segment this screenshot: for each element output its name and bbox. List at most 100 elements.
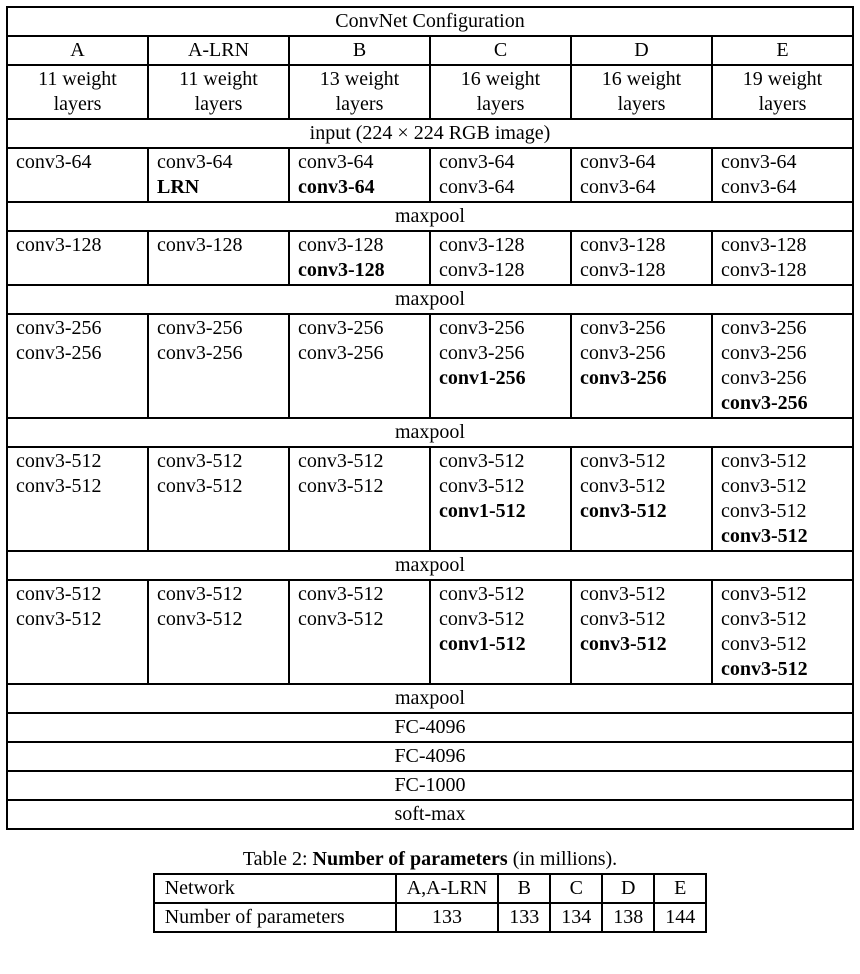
layer-entry: conv3-512 <box>16 582 139 607</box>
layer-cell: conv3-64conv3-64 <box>430 148 571 202</box>
layer-cell: conv3-256conv3-256 <box>289 314 430 418</box>
layer-cell: conv3-512conv3-512conv3-512 <box>571 580 712 684</box>
layer-entry: conv3-256 <box>439 341 562 366</box>
params-col-header: C <box>550 874 602 903</box>
layer-entry: conv3-512 <box>580 449 703 474</box>
table-span-row: FC-4096 <box>7 742 853 771</box>
layer-entry: conv1-512 <box>439 499 562 524</box>
layer-entry: conv3-128 <box>721 258 844 283</box>
layer-cell: conv3-512conv3-512conv3-512 <box>571 447 712 551</box>
layer-cell: conv3-128conv3-128 <box>289 231 430 285</box>
layer-entry: conv3-64 <box>298 175 421 200</box>
layer-entry: conv3-64 <box>439 175 562 200</box>
col-subheader: 13 weightlayers <box>289 65 430 119</box>
layer-cell: conv3-128conv3-128 <box>430 231 571 285</box>
table-span-row: maxpool <box>7 684 853 713</box>
layer-cell: conv3-512conv3-512conv3-512conv3-512 <box>712 447 853 551</box>
layer-cell: conv3-128conv3-128 <box>712 231 853 285</box>
params-value: 138 <box>602 903 654 932</box>
layer-entry: conv1-256 <box>439 366 562 391</box>
layer-entry: conv3-512 <box>580 499 703 524</box>
layer-entry: conv3-256 <box>721 341 844 366</box>
layer-cell: conv3-512conv3-512conv1-512 <box>430 447 571 551</box>
table-span-row: maxpool <box>7 285 853 314</box>
layer-entry: conv3-128 <box>580 233 703 258</box>
table-span-row: maxpool <box>7 551 853 580</box>
layer-entry: conv3-256 <box>16 341 139 366</box>
layer-entry: conv3-128 <box>16 233 139 258</box>
layer-entry: conv3-512 <box>721 524 844 549</box>
col-subheader: 11 weightlayers <box>148 65 289 119</box>
layer-entry: conv3-256 <box>721 391 844 416</box>
col-header: A <box>7 36 148 65</box>
layer-entry: conv3-256 <box>721 366 844 391</box>
layer-cell: conv3-256conv3-256conv3-256conv3-256 <box>712 314 853 418</box>
layer-entry: conv3-512 <box>580 582 703 607</box>
col-subheader: 16 weightlayers <box>430 65 571 119</box>
layer-entry: conv3-64 <box>721 150 844 175</box>
layer-cell: conv3-64conv3-64 <box>712 148 853 202</box>
layer-cell: conv3-64conv3-64 <box>571 148 712 202</box>
layer-entry: conv3-128 <box>721 233 844 258</box>
layer-entry: conv3-512 <box>439 474 562 499</box>
layer-entry: conv3-64 <box>16 150 139 175</box>
table-span-row: maxpool <box>7 418 853 447</box>
layer-cell: conv3-512conv3-512conv3-512conv3-512 <box>712 580 853 684</box>
params-table: NetworkA,A-LRNBCDENumber of parameters13… <box>153 873 708 933</box>
convnet-config-table: ConvNet ConfigurationAA-LRNBCDE11 weight… <box>6 6 854 830</box>
layer-entry: conv3-512 <box>298 474 421 499</box>
params-row-label: Number of parameters <box>154 903 396 932</box>
layer-entry: conv3-512 <box>721 582 844 607</box>
params-value: 144 <box>654 903 706 932</box>
layer-cell: conv3-64 <box>7 148 148 202</box>
layer-entry: conv3-128 <box>439 233 562 258</box>
layer-entry: conv3-512 <box>439 582 562 607</box>
table-span-row: ConvNet Configuration <box>7 7 853 36</box>
layer-entry: conv3-128 <box>580 258 703 283</box>
caption-bold: Number of parameters <box>313 848 508 870</box>
layer-entry: conv3-512 <box>721 449 844 474</box>
layer-entry: conv3-64 <box>439 150 562 175</box>
table-span-row: FC-1000 <box>7 771 853 800</box>
layer-cell: conv3-256conv3-256conv1-256 <box>430 314 571 418</box>
layer-entry: conv3-512 <box>580 474 703 499</box>
layer-cell: conv3-256conv3-256 <box>7 314 148 418</box>
layer-cell: conv3-512conv3-512conv1-512 <box>430 580 571 684</box>
layer-cell: conv3-256conv3-256 <box>148 314 289 418</box>
layer-entry: conv3-512 <box>439 607 562 632</box>
table-span-row: soft-max <box>7 800 853 829</box>
layer-entry: conv3-512 <box>721 657 844 682</box>
col-header: D <box>571 36 712 65</box>
layer-cell: conv3-64LRN <box>148 148 289 202</box>
layer-entry: conv3-128 <box>298 258 421 283</box>
col-header: B <box>289 36 430 65</box>
layer-entry: LRN <box>157 175 280 200</box>
layer-cell: conv3-512conv3-512 <box>148 447 289 551</box>
layer-entry: conv3-512 <box>298 607 421 632</box>
layer-entry: conv3-256 <box>298 316 421 341</box>
table2-caption: Table 2: Number of parameters (in millio… <box>6 848 854 871</box>
caption-suffix: (in millions). <box>508 848 617 870</box>
layer-entry: conv3-512 <box>16 449 139 474</box>
table-span-row: maxpool <box>7 202 853 231</box>
col-subheader: 19 weightlayers <box>712 65 853 119</box>
layer-cell: conv3-512conv3-512 <box>148 580 289 684</box>
layer-entry: conv3-512 <box>439 449 562 474</box>
layer-entry: conv3-256 <box>157 316 280 341</box>
layer-entry: conv3-64 <box>721 175 844 200</box>
layer-entry: conv3-64 <box>580 150 703 175</box>
params-value: 134 <box>550 903 602 932</box>
params-col-header: D <box>602 874 654 903</box>
layer-entry: conv3-256 <box>298 341 421 366</box>
layer-entry: conv3-64 <box>298 150 421 175</box>
caption-prefix: Table 2: <box>243 848 313 870</box>
col-subheader: 11 weightlayers <box>7 65 148 119</box>
table-span-row: FC-4096 <box>7 713 853 742</box>
layer-entry: conv3-512 <box>16 607 139 632</box>
layer-entry: conv3-512 <box>157 449 280 474</box>
layer-cell: conv3-512conv3-512 <box>7 580 148 684</box>
layer-entry: conv3-512 <box>157 474 280 499</box>
layer-entry: conv3-512 <box>298 582 421 607</box>
layer-entry: conv3-512 <box>580 632 703 657</box>
col-header: E <box>712 36 853 65</box>
